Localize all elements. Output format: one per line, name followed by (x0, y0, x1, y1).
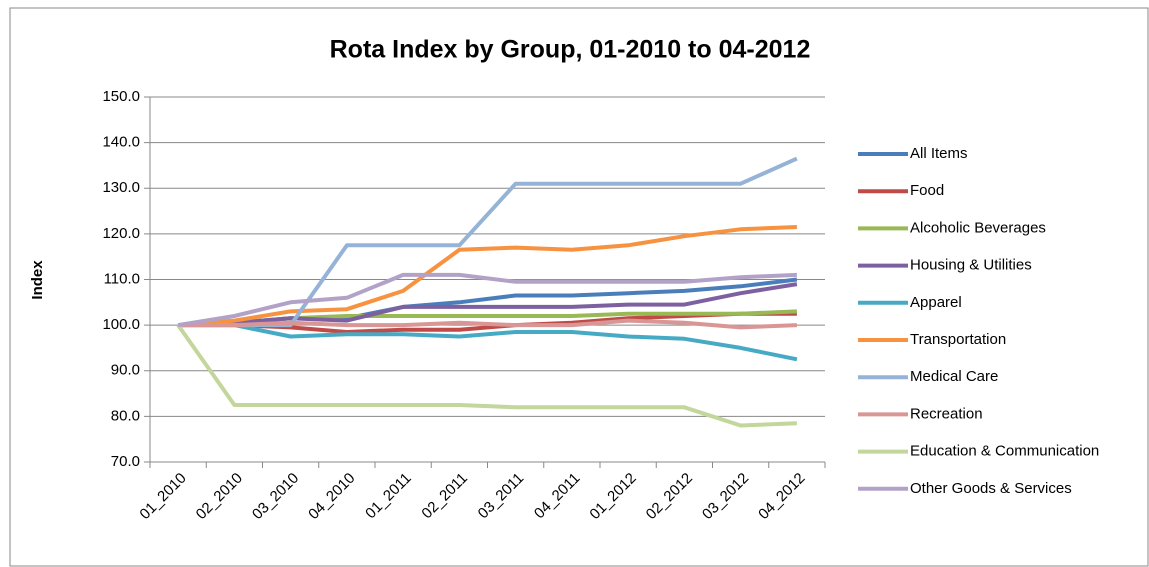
chart-frame (9, 7, 1149, 567)
y-axis-title: Index (29, 260, 46, 300)
series-line (178, 323, 798, 362)
legend-label: Medical Care (910, 368, 998, 385)
y-tick-label: 70.0 (111, 453, 140, 470)
legend-label: Education & Communication (910, 443, 1099, 460)
legend-label: Food (910, 182, 944, 199)
y-tick-label: 120.0 (102, 225, 140, 242)
legend-label: All Items (910, 145, 968, 162)
legend-label: Recreation (910, 405, 983, 422)
y-tick-label: 100.0 (102, 316, 140, 333)
y-tick-label: 90.0 (111, 362, 140, 379)
y-tick-label: 110.0 (104, 270, 140, 287)
y-tick-label: 150.0 (102, 88, 140, 105)
legend-label: Other Goods & Services (910, 480, 1072, 497)
series-line (177, 272, 797, 328)
series-line (176, 323, 797, 428)
series-line (177, 225, 797, 328)
series-line (178, 282, 798, 328)
chart-title: Rota Index by Group, 01-2010 to 04-2012 (330, 36, 811, 64)
y-tick-label: 140.0 (102, 134, 140, 151)
y-tick-label: 80.0 (111, 407, 140, 424)
legend-label: Alcoholic Beverages (910, 219, 1046, 236)
legend-label: Apparel (910, 294, 962, 311)
legend-label: Transportation (910, 331, 1006, 348)
y-tick-label: 130.0 (102, 179, 140, 196)
series-line (178, 318, 797, 330)
legend-label: Housing & Utilities (910, 257, 1032, 274)
